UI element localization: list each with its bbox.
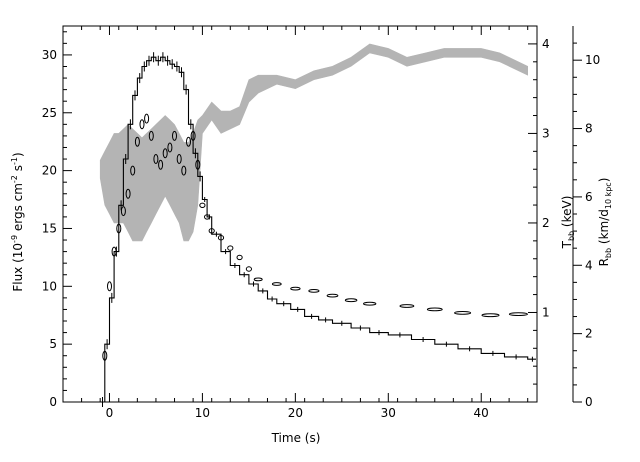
temperature-band-layer: [100, 44, 528, 241]
temperature-axis-title: Tbb (keV): [560, 196, 576, 250]
radius-point: [140, 120, 144, 129]
flux-tick-label: 20: [42, 164, 57, 178]
radius-axis-title: Rbb (km/d10 kpc): [597, 178, 613, 267]
radius-point: [455, 312, 471, 315]
radius-tick-label: 0: [585, 395, 593, 409]
temperature-tick-label: 2: [542, 216, 550, 230]
radius-point: [345, 299, 357, 302]
temperature-band-0: [100, 44, 528, 241]
radius-point: [364, 302, 376, 305]
radius-tick-label: 6: [585, 190, 593, 204]
radius-point: [509, 313, 527, 316]
radius-point: [400, 305, 414, 308]
flux-histogram-line: [100, 57, 536, 402]
flux-histogram-layer: [100, 52, 536, 407]
flux-tick-label: 5: [49, 337, 57, 351]
radius-point: [254, 278, 262, 281]
flux-tick-label: 15: [42, 222, 57, 236]
radius-point: [427, 308, 442, 311]
x-tick-label: 40: [474, 406, 489, 420]
radius-point: [108, 282, 112, 291]
x-tick-label: 30: [381, 406, 396, 420]
radius-point: [291, 287, 300, 290]
radius-tick-label: 8: [585, 122, 593, 136]
temperature-tick-label: 4: [542, 37, 550, 51]
flux-tick-label: 30: [42, 48, 57, 62]
temperature-tick-label: 3: [542, 126, 550, 140]
radius-point: [200, 203, 205, 207]
flux-tick-label: 0: [49, 395, 57, 409]
radius-point: [237, 255, 242, 259]
flux-tick-label: 10: [42, 279, 57, 293]
radius-tick-label: 2: [585, 327, 593, 341]
flux-axis-title: Flux (10-9 ergs cm-2 s-1): [10, 152, 25, 291]
radius-point: [228, 246, 233, 250]
x-axis-title: Time (s): [271, 431, 321, 445]
radius-point: [327, 294, 338, 297]
x-tick-label: 0: [106, 406, 114, 420]
radius-point: [309, 290, 319, 293]
flux-tick-label: 25: [42, 106, 57, 120]
radius-point: [482, 314, 499, 317]
radius-point: [145, 114, 149, 123]
radius-point: [246, 267, 251, 271]
x-tick-label: 10: [195, 406, 210, 420]
radius-tick-label: 10: [585, 53, 600, 67]
radius-point: [272, 283, 281, 286]
x-tick-label: 20: [288, 406, 303, 420]
radius-tick-label: 4: [585, 258, 593, 272]
temperature-tick-label: 1: [542, 306, 550, 320]
